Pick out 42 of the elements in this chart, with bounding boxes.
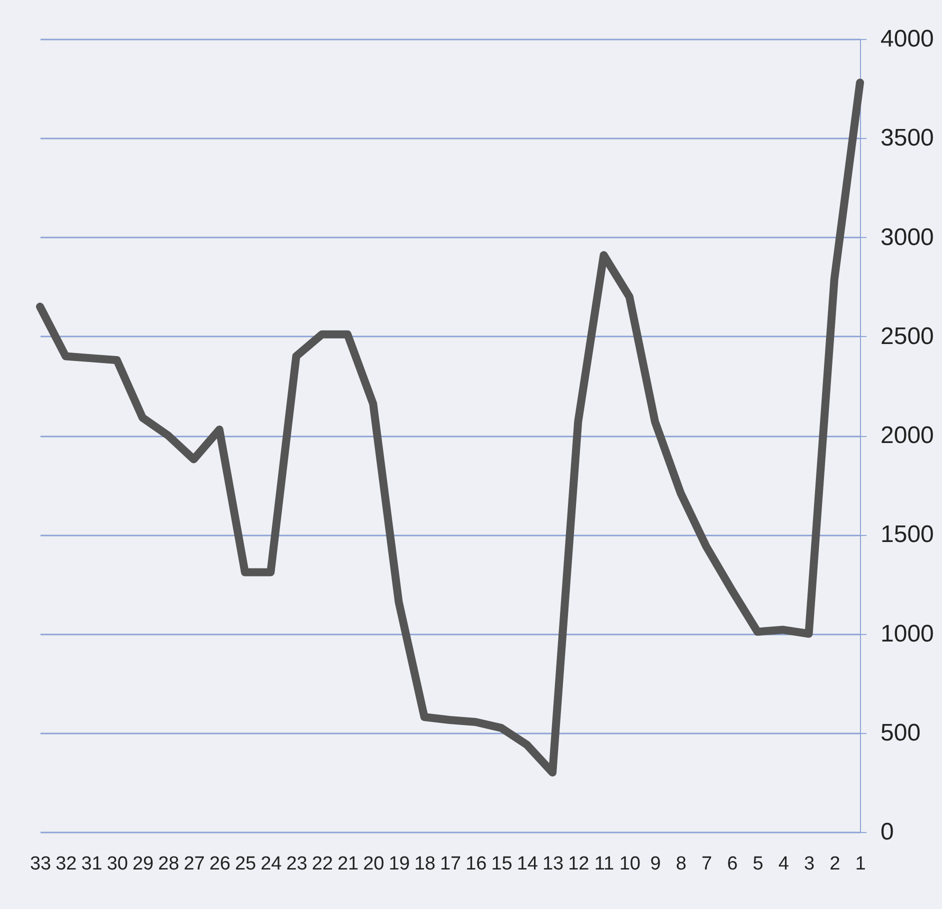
x-tick-label: 11 <box>594 854 614 874</box>
x-tick-label: 19 <box>388 854 410 874</box>
y-tick-label: 500 <box>880 719 921 746</box>
x-tick-label: 20 <box>363 854 384 874</box>
x-tick-label: 31 <box>81 854 102 874</box>
x-tick-label: 24 <box>260 854 282 874</box>
x-tick-label: 23 <box>286 854 308 874</box>
x-tick-label: 14 <box>516 854 538 874</box>
y-tick-label: 2500 <box>880 322 934 350</box>
y-tick-label: 3000 <box>880 224 934 251</box>
x-tick-label: 6 <box>727 854 738 874</box>
x-tick-label: 32 <box>56 854 77 874</box>
x-tick-label: 26 <box>209 854 230 874</box>
x-tick-label: 13 <box>542 854 564 874</box>
x-tick-label: 33 <box>30 854 52 874</box>
x-tick-label: 8 <box>676 854 686 874</box>
x-tick-label: 28 <box>158 854 180 874</box>
x-tick-label: 22 <box>312 854 333 874</box>
y-tick-label: 4000 <box>880 26 934 52</box>
x-tick-label: 17 <box>440 854 462 874</box>
x-tick-label: 10 <box>619 854 640 874</box>
x-tick-label: 3 <box>804 854 815 874</box>
x-tick-label: 5 <box>752 854 764 874</box>
x-tick-label: 29 <box>132 854 154 874</box>
x-tick-label: 9 <box>650 854 661 874</box>
x-tick-label: 12 <box>568 854 590 874</box>
y-tick-label: 1500 <box>880 521 934 548</box>
y-tick-label: 2000 <box>880 422 934 449</box>
x-tick-label: 21 <box>337 854 359 874</box>
x-tick-label: 18 <box>414 854 436 874</box>
x-tick-label: 30 <box>106 854 128 874</box>
x-tick-label: 15 <box>491 854 512 874</box>
x-tick-label: 1 <box>855 854 866 874</box>
x-tick-label: 16 <box>466 854 487 874</box>
x-tick-label: 27 <box>184 854 205 874</box>
y-tick-label: 0 <box>880 818 894 846</box>
x-tick-label: 4 <box>778 854 790 874</box>
x-tick-label: 7 <box>701 854 712 874</box>
y-tick-label: 3500 <box>880 124 934 152</box>
y-tick-label: 1000 <box>880 620 934 648</box>
x-tick-label: 2 <box>830 854 840 874</box>
x-tick-label: 25 <box>234 854 256 874</box>
